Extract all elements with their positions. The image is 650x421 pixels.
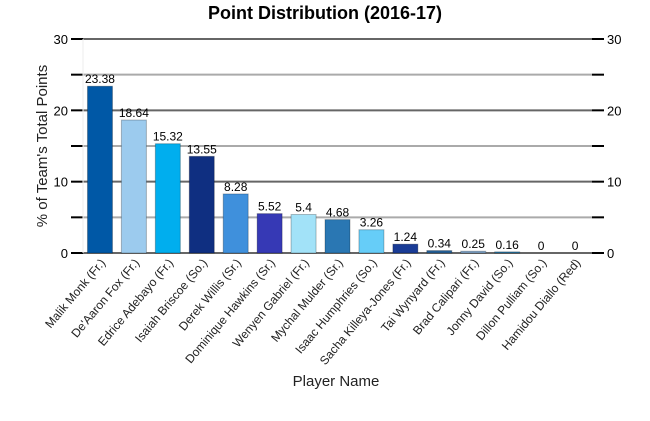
- bar-value-label: 18.64: [119, 106, 149, 120]
- bar-value-label: 4.68: [326, 206, 350, 220]
- y-tick-label-left: 0: [61, 246, 68, 261]
- y-tick-label-left: 20: [54, 103, 68, 118]
- x-tick-label: Malik Monk (Fr.): [42, 256, 108, 331]
- y-tick-label-left: 30: [54, 32, 68, 47]
- bar: [494, 251, 521, 254]
- bar-value-label: 15.32: [153, 130, 183, 144]
- bar: [222, 193, 249, 254]
- bar: [460, 250, 487, 254]
- x-axis-label: Player Name: [293, 373, 380, 390]
- bar-value-label: 1.24: [394, 230, 418, 244]
- bar-value-label: 5.4: [295, 200, 312, 214]
- bar: [426, 250, 453, 254]
- y-tick-label-left: 10: [54, 175, 68, 190]
- bar-value-label: 5.52: [258, 200, 282, 214]
- bar: [86, 85, 113, 254]
- bar-value-label: 13.55: [187, 142, 217, 156]
- bar: [188, 155, 215, 254]
- bar: [290, 213, 317, 254]
- y-tick-label-right: 20: [607, 103, 621, 118]
- bar-value-label: 0: [538, 239, 545, 253]
- bar: [120, 119, 147, 254]
- y-axis-label: % of Team's Total Points: [34, 65, 51, 227]
- y-tick-label-right: 10: [607, 175, 621, 190]
- bar-value-label: 0.34: [428, 237, 452, 251]
- bar: [392, 243, 419, 254]
- y-tick-label-right: 0: [607, 246, 614, 261]
- chart-title: Point Distribution (2016-17): [208, 3, 442, 23]
- bar-value-label: 0.25: [462, 237, 486, 251]
- bar: [358, 229, 385, 254]
- bar: [256, 213, 283, 254]
- bar-value-label: 0: [572, 239, 579, 253]
- bar-value-label: 3.26: [360, 216, 384, 230]
- bar-value-label: 8.28: [224, 180, 248, 194]
- bar-value-label: 0.16: [495, 238, 519, 252]
- bar: [154, 143, 181, 254]
- bar: [324, 219, 351, 254]
- bar-value-label: 23.38: [85, 72, 115, 86]
- y-tick-label-right: 30: [607, 32, 621, 47]
